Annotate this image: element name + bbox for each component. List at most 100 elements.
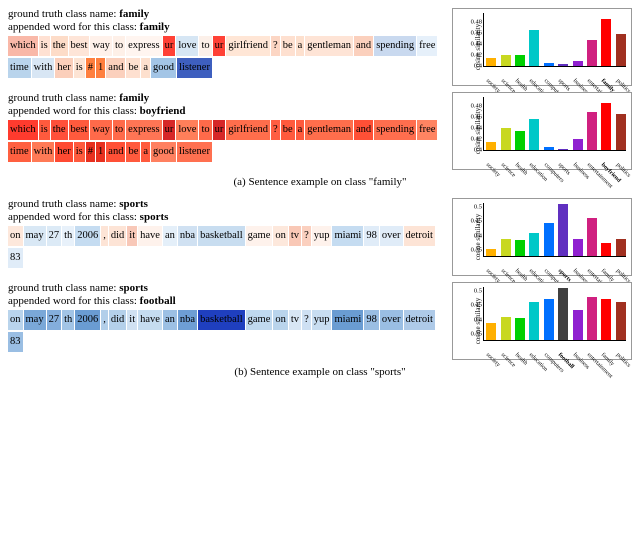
chart-ytick: 0.42: [462, 136, 482, 143]
token: over: [380, 226, 403, 246]
token: 27: [47, 310, 62, 330]
example-block: ground truth class name: familyappended …: [8, 8, 632, 86]
chart-bar: [601, 243, 611, 256]
token: good: [151, 58, 176, 78]
chart-ytick: 0.45: [462, 218, 482, 225]
chart-bar: [544, 63, 554, 66]
ap-value: football: [140, 295, 176, 307]
example-left: ground truth class name: familyappended …: [8, 8, 446, 80]
token: 83: [8, 332, 23, 352]
chart-bar: [486, 323, 496, 340]
example-left: ground truth class name: sportsappended …: [8, 198, 446, 270]
similarity-chart: cosine similarity0.350.40.450.5societysc…: [452, 282, 632, 360]
chart-ytick: 0.35: [462, 247, 482, 254]
token: gentleman: [305, 36, 353, 56]
token: is: [39, 36, 50, 56]
gt-value: family: [119, 92, 149, 104]
chart-area: 0.40.420.440.460.48societysciencehealthe…: [483, 97, 626, 151]
chart-ytick: 0.35: [462, 331, 482, 338]
token: with: [32, 58, 55, 78]
token: good: [151, 142, 176, 162]
chart-bar: [544, 299, 554, 340]
chart-bar: [573, 139, 583, 150]
token: did: [109, 226, 126, 246]
token: ?: [271, 120, 280, 140]
token: th: [62, 310, 74, 330]
chart-area: 0.350.40.450.5societysciencehealtheducat…: [483, 203, 626, 257]
chart-bar: [558, 204, 568, 256]
token: best: [69, 36, 90, 56]
chart-bar: [601, 19, 611, 66]
token: listener: [177, 142, 212, 162]
token: basketball: [198, 310, 245, 330]
token: be: [281, 36, 295, 56]
chart-area: 0.40.420.440.460.48societysciencehealthe…: [483, 13, 626, 67]
token-row: onmay27th2006,didithaveannbabasketballga…: [8, 226, 446, 270]
token: ur: [213, 120, 226, 140]
chart-ytick: 0.4: [462, 232, 482, 239]
chart-bar: [529, 119, 539, 150]
token: #: [86, 58, 95, 78]
gt-line: ground truth class name: family: [8, 92, 446, 104]
gt-value: sports: [119, 282, 148, 294]
token: way: [90, 120, 112, 140]
token: and: [354, 120, 373, 140]
gt-label: ground truth class name:: [8, 282, 119, 294]
chart-bar: [515, 55, 525, 66]
token: time: [8, 58, 31, 78]
token: miami: [332, 310, 363, 330]
token: nba: [178, 310, 197, 330]
token: her: [55, 58, 72, 78]
chart-bar: [587, 112, 597, 151]
token: to: [199, 120, 211, 140]
token: a: [296, 120, 305, 140]
chart-area: 0.350.40.450.5societysciencehealtheducat…: [483, 287, 626, 341]
token: and: [106, 58, 125, 78]
ap-value: sports: [140, 211, 169, 223]
ap-label: appended word for this class:: [8, 211, 140, 223]
example-left: ground truth class name: familyappended …: [8, 92, 446, 164]
ap-line: appended word for this class: football: [8, 295, 446, 307]
chart-ytick: 0.44: [462, 41, 482, 48]
chart-ytick: 0.4: [462, 147, 482, 154]
token: spending: [374, 36, 416, 56]
token: which: [8, 120, 38, 140]
similarity-chart: cosine similarity0.40.420.440.460.48soci…: [452, 8, 632, 86]
token: to: [199, 36, 211, 56]
chart-ytick: 0.5: [462, 287, 482, 294]
token: the: [51, 120, 68, 140]
token: free: [417, 36, 437, 56]
token: detroit: [404, 310, 435, 330]
chart-ytick: 0.48: [462, 103, 482, 110]
chart-bar: [573, 61, 583, 67]
token: the: [51, 36, 68, 56]
chart-bar: [515, 318, 525, 340]
token: on: [273, 310, 288, 330]
token-row: whichisthebestwaytoexpressurlovetourgirl…: [8, 36, 446, 80]
token: ,: [101, 226, 108, 246]
token: tv: [289, 226, 301, 246]
gt-value: family: [119, 8, 149, 20]
token: with: [32, 142, 55, 162]
chart-bar: [515, 131, 525, 150]
token: 1: [96, 142, 105, 162]
token: ?: [302, 226, 311, 246]
token: express: [126, 36, 162, 56]
token: ur: [163, 36, 176, 56]
chart-ytick: 0.42: [462, 52, 482, 59]
token: way: [90, 36, 112, 56]
example-block: ground truth class name: sportsappended …: [8, 282, 632, 360]
token: 2006: [75, 310, 100, 330]
token: 98: [364, 226, 379, 246]
token: ,: [101, 310, 108, 330]
token: free: [417, 120, 437, 140]
example-left: ground truth class name: sportsappended …: [8, 282, 446, 354]
token: and: [106, 142, 125, 162]
example-block: ground truth class name: sportsappended …: [8, 198, 632, 276]
token: nba: [178, 226, 197, 246]
gt-label: ground truth class name:: [8, 92, 119, 104]
chart-bar: [544, 223, 554, 256]
chart-bar: [529, 30, 539, 66]
token: best: [69, 120, 90, 140]
chart-bar: [501, 128, 511, 150]
